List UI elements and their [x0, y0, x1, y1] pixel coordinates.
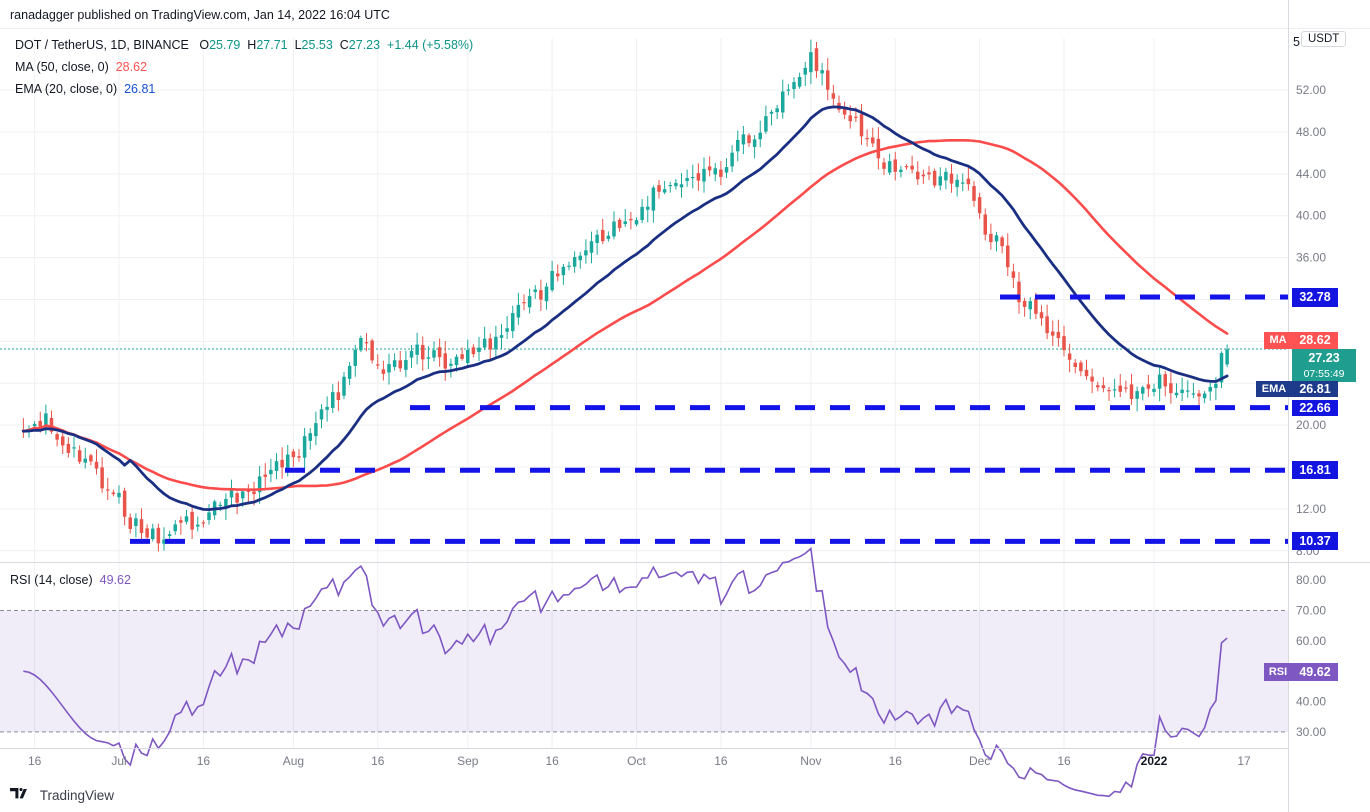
svg-text:16: 16	[545, 754, 559, 768]
svg-text:40.00: 40.00	[1296, 209, 1326, 223]
svg-text:16: 16	[889, 754, 903, 768]
svg-text:16: 16	[371, 754, 385, 768]
svg-text:Jul: Jul	[111, 754, 126, 768]
svg-text:Oct: Oct	[627, 754, 646, 768]
svg-text:Dec: Dec	[969, 754, 990, 768]
svg-text:44.00: 44.00	[1296, 167, 1326, 181]
svg-text:60.00: 60.00	[1296, 634, 1326, 648]
svg-text:52.00: 52.00	[1296, 83, 1326, 97]
svg-text:30.00: 30.00	[1296, 725, 1326, 739]
svg-text:16: 16	[1057, 754, 1071, 768]
svg-text:70.00: 70.00	[1296, 604, 1326, 618]
svg-text:36.00: 36.00	[1296, 251, 1326, 265]
svg-text:40.00: 40.00	[1296, 695, 1326, 709]
svg-text:Aug: Aug	[283, 754, 304, 768]
svg-text:2022: 2022	[1141, 754, 1168, 768]
svg-text:80.00: 80.00	[1296, 573, 1326, 587]
svg-text:12.00: 12.00	[1296, 502, 1326, 516]
svg-text:Sep: Sep	[457, 754, 479, 768]
svg-text:16: 16	[197, 754, 211, 768]
svg-text:Nov: Nov	[800, 754, 821, 768]
svg-text:20.00: 20.00	[1296, 418, 1326, 432]
svg-text:16: 16	[28, 754, 42, 768]
svg-text:48.00: 48.00	[1296, 125, 1326, 139]
svg-text:17: 17	[1237, 754, 1251, 768]
svg-text:16: 16	[714, 754, 728, 768]
